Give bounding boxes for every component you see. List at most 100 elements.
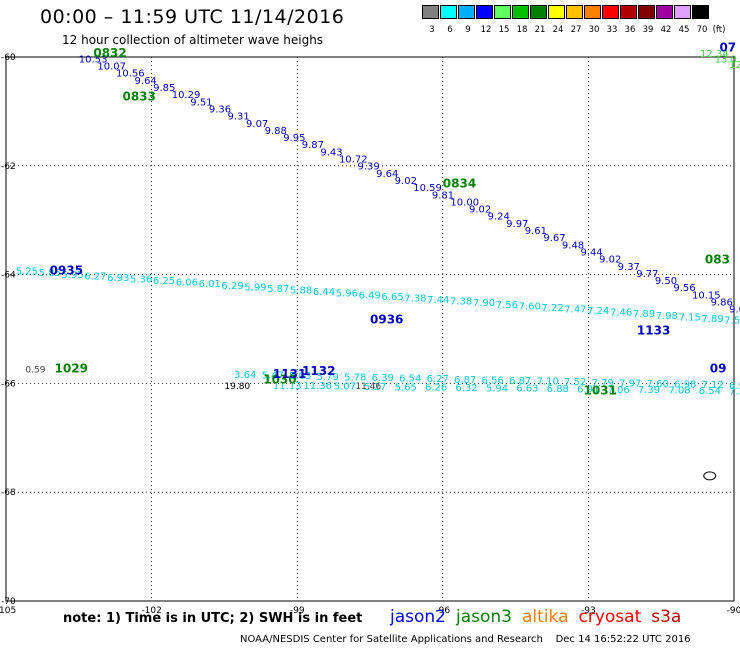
wave-height-value: 7.15: [679, 312, 701, 323]
wave-height-value: 7.10: [537, 377, 559, 388]
wave-height-value: 7.22: [541, 303, 563, 314]
wave-height-value: 9.61: [525, 226, 547, 237]
legend-entry-s3a: s3a: [651, 607, 682, 627]
wave-height-value: 9.97: [506, 219, 528, 230]
wave-height-value: 9.95: [283, 133, 305, 144]
color-scale-swatch: [656, 5, 673, 19]
wave-height-value: 9.44: [580, 247, 602, 258]
wave-height-value: 11.46: [355, 382, 381, 392]
wave-height-value: 6.25: [153, 276, 175, 287]
color-scale-unit: (ft): [712, 25, 726, 35]
color-scale-swatch: [422, 5, 439, 19]
color-scale-label: 30: [588, 25, 600, 35]
wave-height-value: 6.32: [455, 383, 477, 394]
wave-height-value: 6.26: [425, 383, 447, 394]
longitude-tick-label: -105: [0, 606, 16, 616]
pass-time-label: 0834: [443, 177, 476, 191]
pass-time-label: 1031: [584, 383, 617, 397]
latitude-tick-label: -68: [1, 488, 16, 498]
latitude-tick-label: -64: [1, 271, 16, 281]
wave-height-value: 9.81: [432, 190, 454, 201]
wave-height-value: 6.98: [674, 380, 696, 391]
wave-height-value: 5.88: [290, 286, 312, 297]
pass-time-label: 1131: [273, 367, 306, 381]
color-scale-swatch: [548, 5, 565, 19]
wave-height-value: 5.07: [334, 382, 356, 393]
legend-entry-jason2: jason2: [390, 607, 446, 627]
wave-height-value: 7.97: [619, 378, 641, 389]
pass-time-label: 1030: [263, 372, 296, 386]
pass-time-label: 09: [710, 362, 727, 376]
wave-height-value: 6.93: [107, 273, 129, 284]
wave-height-value: 6.54: [399, 374, 421, 385]
wave-height-value: 5.99: [244, 282, 266, 293]
wave-height-value: 6.01: [199, 279, 221, 290]
wave-height-value: 9.37: [618, 262, 640, 273]
wave-height-value: 9.50: [655, 276, 677, 287]
color-scale-label: 39: [642, 25, 654, 35]
wave-height-value: 7.79: [592, 378, 614, 389]
wave-height-value: 9.31: [227, 112, 249, 123]
legend-entry-cryosat: cryosat: [578, 607, 642, 627]
color-scale-swatch: [584, 5, 601, 19]
pass-time-label: 083: [705, 253, 730, 267]
wave-height-value: 5.96: [336, 289, 358, 300]
wave-height-value: 10.00: [450, 197, 479, 208]
chart-subtitle: 12 hour collection of altimeter wave hei…: [62, 33, 324, 47]
wave-height-value: 6.63: [516, 384, 538, 395]
wave-height-value: 7.47: [564, 305, 586, 316]
wave-height-value: 7.46: [610, 308, 632, 319]
wave-height-value: 7.12: [702, 380, 724, 391]
satellite-legend: jason2 jason3 altika cryosat s3a: [390, 607, 691, 627]
color-scale-label: 42: [660, 25, 672, 35]
color-scale-swatch: [530, 5, 547, 19]
wave-height-value: 9.03: [729, 305, 740, 316]
wave-height-value: 9.36: [209, 104, 231, 115]
wave-height-value: 6.87: [454, 375, 476, 386]
pass-time-label: 1133: [637, 323, 670, 337]
wave-height-value: 6.65: [381, 292, 403, 303]
wave-height-value: 6.87: [509, 376, 531, 387]
color-scale-label: 36: [624, 25, 636, 35]
wave-height-value: 7.52: [564, 377, 586, 388]
color-scale-swatch: [512, 5, 529, 19]
wave-height-value: 5.03: [289, 371, 311, 382]
wave-height-value: 9.24: [488, 212, 510, 223]
color-scale-label: 15: [498, 25, 510, 35]
latitude-tick-label: -66: [1, 379, 16, 389]
wave-height-value: 9.51: [190, 97, 212, 108]
wave-height-value: 6.39: [372, 373, 394, 384]
wave-height-value: 12.34: [700, 49, 729, 60]
pass-time-label: 1029: [55, 362, 88, 376]
color-scale-swatch: [440, 5, 457, 19]
color-scale-label: 9: [465, 25, 471, 35]
wave-height-value: 7.3: [729, 386, 740, 397]
wave-height-value: 9.67: [543, 233, 565, 244]
wave-height-value: 13.0: [715, 54, 737, 65]
wave-height-value: 10.29: [172, 90, 201, 101]
wave-height-value: 3.64: [234, 370, 256, 381]
wave-height-value: 9.07: [246, 119, 268, 130]
color-scale-swatch: [476, 5, 493, 19]
wave-height-value: 6.44: [313, 287, 335, 298]
color-scale-swatch: [566, 5, 583, 19]
wave-height-value: 6.91: [577, 384, 599, 395]
wave-height-value: 9.02: [395, 176, 417, 187]
wave-height-value: 9.87: [302, 140, 324, 151]
legend-entry-jason3: jason3: [456, 607, 512, 627]
color-scale-label: 27: [570, 25, 582, 35]
pass-time-label: 0936: [370, 313, 403, 327]
wave-height-value: 5.78: [344, 372, 366, 383]
wave-height-value: 9.39: [358, 162, 380, 173]
wave-height-value: 7.90: [473, 298, 495, 309]
longitude-tick-label: -96: [435, 606, 450, 616]
wave-height-value: 6.29: [221, 281, 243, 292]
pass-time-label: 0935: [50, 264, 83, 278]
wave-height-value: 11.13: [273, 381, 302, 392]
longitude-tick-label: -102: [141, 606, 161, 616]
longitude-tick-label: -90: [727, 606, 740, 616]
wave-height-value: 5.36: [130, 274, 152, 285]
wave-height-value: 10.59: [413, 183, 442, 194]
wave-height-value: 5.27: [364, 382, 386, 393]
wave-height-value: 5.94: [486, 383, 508, 394]
